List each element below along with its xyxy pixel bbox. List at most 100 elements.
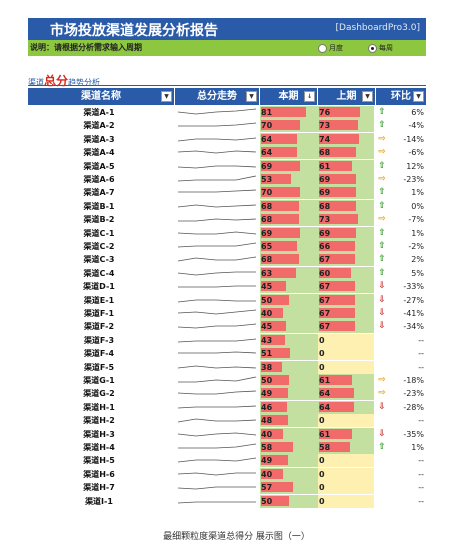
current-value: 53 <box>261 175 273 184</box>
channel-name: 渠道H-3 <box>83 429 115 439</box>
ratio-value: 12% <box>406 161 424 171</box>
table-row: 渠道H-3 40 61 ⇩ -35% <box>28 427 426 441</box>
up-arrow-icon: ⇧ <box>378 200 386 211</box>
previous-cell: 74 <box>318 132 374 146</box>
table-row: 渠道F-5 38 0 -- <box>28 360 426 374</box>
current-cell: 53 <box>260 173 318 186</box>
current-value: 64 <box>261 134 273 144</box>
previous-value: 68 <box>319 201 331 211</box>
table-row: 渠道C-3 68 67 ⇧ 2% <box>28 253 426 267</box>
table-row: 渠道A-3 64 74 ⇨ -14% <box>28 132 426 146</box>
filter-dropdown-icon[interactable]: ▼ <box>161 91 172 102</box>
current-bar <box>261 401 287 412</box>
version-label: [DashboardPro3.0] <box>335 23 420 33</box>
sparkline-icon <box>178 218 257 222</box>
channel-name: 渠道A-5 <box>83 161 115 171</box>
current-bar <box>261 107 306 117</box>
current-bar <box>261 428 283 439</box>
current-value: 49 <box>261 456 273 466</box>
down-arrow-icon: ⇩ <box>378 294 386 305</box>
sparkline-icon <box>177 365 257 368</box>
previous-bar <box>319 214 358 225</box>
channel-name: 渠道D-1 <box>83 282 115 292</box>
current-bar <box>261 495 289 506</box>
current-value: 46 <box>261 402 273 412</box>
previous-value: 73 <box>319 121 331 131</box>
current-bar <box>261 321 286 332</box>
channel-name: 渠道C-4 <box>83 268 115 278</box>
current-cell: 43 <box>260 333 318 347</box>
sort-filter-icon[interactable]: ↓ <box>304 91 315 102</box>
sparkline-icon <box>177 432 257 436</box>
previous-cell: 0 <box>318 481 374 495</box>
previous-value: 64 <box>319 402 331 412</box>
sparkline-icon <box>177 256 257 262</box>
col-header-name: 渠道名称 ▼ <box>28 88 174 105</box>
previous-cell: 67 <box>318 307 374 320</box>
previous-bar <box>319 281 355 292</box>
radio-dot-selected-icon <box>368 43 377 53</box>
radio-weekly[interactable]: 每周 <box>368 43 393 53</box>
previous-bar <box>319 147 356 158</box>
table-row: 渠道H-6 40 0 -- <box>28 467 426 481</box>
table-row: 渠道H-2 48 0 -- <box>28 414 426 428</box>
ratio-value: -14% <box>403 134 424 144</box>
previous-bar <box>319 321 355 332</box>
previous-value: 69 <box>319 228 331 238</box>
previous-bar <box>319 200 356 211</box>
ratio-value: -- <box>418 456 424 466</box>
table-row: 渠道H-1 46 64 ⇩ -28% <box>28 400 426 414</box>
figure-caption: 最细颗粒度渠道总得分 展示图（一） <box>163 532 310 542</box>
previous-cell: 76 <box>318 106 374 119</box>
filter-dropdown-icon[interactable]: ▼ <box>413 91 424 102</box>
previous-value: 0 <box>319 335 325 345</box>
previous-value: 69 <box>319 188 331 198</box>
previous-cell: 67 <box>318 280 374 294</box>
current-bar <box>261 254 299 265</box>
current-value: 40 <box>261 429 273 439</box>
title-bar: 市场投放渠道发展分析报告 [DashboardPro3.0] <box>28 18 426 40</box>
previous-cell: 67 <box>318 293 374 307</box>
previous-value: 69 <box>319 175 331 184</box>
previous-bar <box>319 428 352 439</box>
previous-value: 61 <box>319 429 331 439</box>
previous-value: 0 <box>319 483 325 493</box>
filter-dropdown-icon[interactable]: ▼ <box>246 91 257 102</box>
filter-dropdown-icon[interactable]: ▼ <box>362 91 373 102</box>
table-row: 渠道G-2 49 64 ⇨ -23% <box>28 387 426 401</box>
ratio-value: 0% <box>411 201 424 211</box>
previous-bar <box>319 442 350 452</box>
previous-bar <box>319 174 356 184</box>
current-value: 50 <box>261 295 273 305</box>
current-cell: 81 <box>260 106 318 119</box>
down-arrow-icon: ⇩ <box>378 308 386 318</box>
channel-name: 渠道G-2 <box>83 389 115 399</box>
previous-cell: 64 <box>318 387 374 401</box>
ratio-value: -18% <box>403 376 424 385</box>
up-arrow-icon: ⇧ <box>378 267 386 278</box>
previous-cell: 0 <box>318 467 374 481</box>
current-bar <box>261 267 296 278</box>
sparkline-icon <box>177 323 257 329</box>
previous-bar <box>319 375 352 385</box>
previous-cell: 67 <box>318 320 374 334</box>
sparkline-icon <box>177 204 257 208</box>
previous-bar <box>319 107 360 117</box>
current-value: 58 <box>261 443 273 452</box>
sparkline-icon <box>178 122 257 127</box>
radio-monthly[interactable]: 月度 <box>318 43 343 53</box>
sparkline-icon <box>177 231 257 234</box>
current-value: 68 <box>261 201 273 211</box>
up-arrow-icon: ⇧ <box>378 120 386 131</box>
previous-cell: 0 <box>318 454 374 468</box>
previous-bar <box>319 254 355 265</box>
previous-cell: 61 <box>318 159 374 173</box>
current-cell: 50 <box>260 374 318 387</box>
ratio-value: 5% <box>411 268 424 278</box>
up-arrow-icon: ⇧ <box>378 107 386 117</box>
current-value: 40 <box>261 469 273 479</box>
current-bar <box>261 241 297 251</box>
current-cell: 57 <box>260 481 318 495</box>
current-value: 81 <box>261 108 273 117</box>
current-value: 43 <box>261 335 273 345</box>
